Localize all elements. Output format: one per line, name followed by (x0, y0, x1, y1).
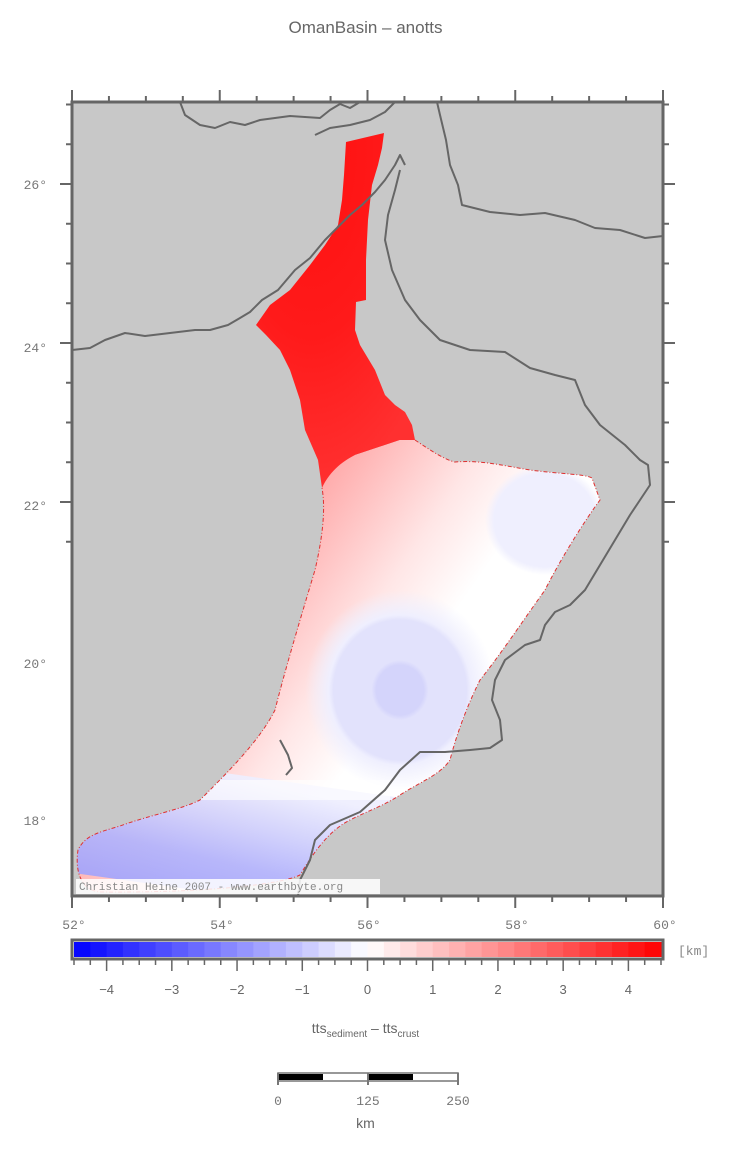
lat-tick-label: 20° (24, 657, 47, 672)
lat-tick-label: 18° (24, 814, 47, 829)
colorbar-tick-label: 3 (560, 982, 567, 997)
axis-tick-labels: 52° 54° 56° 58° 60° 26° 24° 22° 20° 18° (24, 178, 677, 933)
formula-sub2: crust (397, 1028, 420, 1040)
colorbar-tick-label: −3 (164, 982, 179, 997)
colorbar-tick-label: −1 (295, 982, 310, 997)
scale-bar-unit: km (356, 1115, 375, 1131)
axis-ticks (60, 90, 675, 908)
colorbar-unit: [km] (678, 944, 709, 959)
formula-term2: tts (382, 1020, 398, 1036)
lon-tick-label: 60° (653, 918, 676, 933)
lon-tick-label: 58° (505, 918, 528, 933)
map-title: OmanBasin – anotts (288, 18, 443, 37)
coastlines (72, 102, 663, 896)
basin-outline (76, 439, 601, 893)
colorbar-tick-label: 4 (625, 982, 632, 997)
colorbar-tick-label: −4 (99, 982, 114, 997)
colorbar: −4 −3 −2 −1 0 1 2 3 4 (70, 938, 665, 997)
lat-tick-label: 24° (24, 341, 47, 356)
lat-tick-label: 22° (24, 499, 47, 514)
scale-bar: 0 125 250 (274, 1072, 470, 1109)
colorbar-tick-label: 2 (494, 982, 501, 997)
lon-tick-label: 54° (210, 918, 233, 933)
colorbar-tick-label: 0 (364, 982, 371, 997)
colorbar-tick-label: 1 (429, 982, 436, 997)
lon-tick-label: 52° (62, 918, 85, 933)
formula-sub1: sediment (326, 1028, 368, 1040)
lat-tick-label: 26° (24, 178, 47, 193)
formula-term1: tts (311, 1020, 327, 1036)
svg-text:0: 0 (274, 1094, 282, 1109)
formula-operator: – (371, 1020, 379, 1036)
lon-tick-label: 56° (357, 918, 380, 933)
colorbar-formula: ttssediment – ttscrust (0, 1020, 731, 1040)
svg-text:250: 250 (446, 1094, 469, 1109)
svg-text:125: 125 (356, 1094, 379, 1109)
anomaly-central-low (305, 590, 495, 790)
colorbar-tick-label: −2 (230, 982, 245, 997)
basin-north-red (256, 133, 415, 488)
credit-text: Christian Heine 2007 - www.earthbyte.org (79, 882, 343, 894)
